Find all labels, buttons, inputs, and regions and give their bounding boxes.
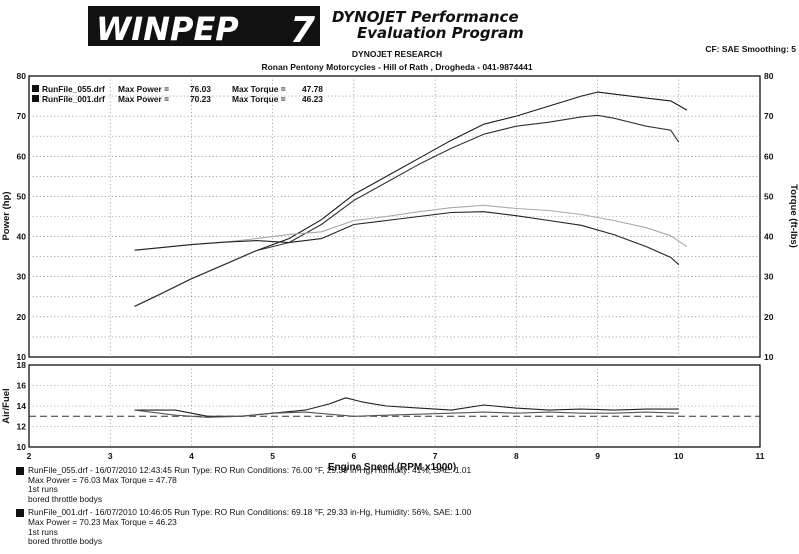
series-line-2 [134,204,688,251]
legend-run-001: RunFile_001.drf [42,94,105,104]
run-note-comment: bored throttle bodys [28,536,103,547]
airfuel-tick-label: 16 [17,381,27,391]
run-note-001: RunFile_001.drf - 16/07/2010 10:46:05 Ru… [16,508,786,546]
legend-power-label-055: Max Power = [118,84,169,94]
airfuel-grid [29,365,760,447]
power-tick-label: 20 [17,312,27,322]
legend-torque-001: 46.23 [302,94,323,104]
torque-axis-ticks: 10 20 30 40 50 60 70 80 [764,71,774,362]
logo-text: WINPEP [96,10,239,48]
torque-tick-label: 50 [764,191,774,201]
run-note-conditions: RunFile_055.drf - 16/07/2010 12:43:45 Ru… [28,465,472,475]
torque-tick-label: 20 [764,312,774,322]
run-notes: RunFile_055.drf - 16/07/2010 12:43:45 Ru… [16,465,786,551]
run-note-conditions: RunFile_001.drf - 16/07/2010 10:46:05 Ru… [28,507,472,518]
logo-mark: 7 [290,10,315,51]
rpm-tick-label: 6 [352,451,357,461]
legend-run-055: RunFile_055.drf [42,84,105,94]
power-tick-label: 80 [17,71,27,81]
airfuel-tick-label: 10 [17,442,27,452]
legend-power-001: 70.23 [190,94,211,104]
research-label: DYNOJET RESEARCH [352,49,442,59]
power-axis-ticks: 10 20 30 40 50 60 70 80 [17,71,27,362]
logo: WINPEP 7 [88,6,320,51]
rpm-tick-label: 8 [514,451,519,461]
run-note-comment: 1st runs [28,526,58,537]
legend-power-label-001: Max Power = [118,94,169,104]
program-title-line1: DYNOJET Performance [332,8,519,26]
shop-label: Ronan Pentony Motorcycles - Hill of Rath… [261,62,532,72]
torque-tick-label: 60 [764,151,774,161]
legend-swatch-run-001 [32,95,39,102]
run-note-max: Max Power = 70.23 Max Torque = 46.23 [28,516,177,527]
airfuel-axis-label: Air/Fuel [1,388,12,423]
torque-tick-label: 80 [764,71,774,81]
torque-tick-label: 70 [764,111,774,121]
run-note-comment: bored throttle bodys [28,493,103,504]
run-note-max: Max Power = 76.03 Max Torque = 47.78 [28,474,177,485]
main-series [134,91,688,307]
run-note-swatch [16,509,24,518]
rpm-tick-label: 11 [756,451,765,461]
main-plot-frame [28,75,761,358]
afr-series-line-1 [134,409,679,418]
rpm-axis-ticks: 2 3 4 5 6 7 8 9 10 11 [27,451,765,461]
power-tick-label: 70 [17,111,27,121]
run-note-055: RunFile_055.drf - 16/07/2010 12:43:45 Ru… [16,465,786,504]
torque-axis-label: Torque (ft-lbs) [788,184,799,248]
rpm-tick-label: 2 [27,451,32,461]
power-tick-label: 40 [17,232,27,242]
torque-tick-label: 40 [764,232,774,242]
airfuel-axis-ticks: 10 12 14 16 18 [17,360,27,452]
legend-swatch-run-055 [32,85,39,92]
power-tick-label: 50 [17,191,27,201]
main-grid [29,76,760,357]
airfuel-series [134,397,679,418]
run-note-swatch [16,467,24,475]
torque-tick-label: 10 [764,352,774,362]
legend: RunFile_055.drf Max Power = 76.03 Max To… [32,84,323,104]
airfuel-tick-label: 18 [17,360,27,370]
power-tick-label: 60 [17,151,27,161]
series-line-3 [134,211,680,266]
torque-tick-label: 30 [764,272,774,282]
series-line-1 [134,114,680,307]
airfuel-tick-label: 14 [17,401,27,411]
rpm-tick-label: 3 [108,451,113,461]
rpm-tick-label: 9 [595,451,600,461]
run-note-comment: 1st runs [28,484,58,495]
legend-power-055: 76.03 [190,84,211,94]
airfuel-tick-label: 12 [17,422,27,432]
program-title-line2: Evaluation Program [357,24,524,42]
rpm-tick-label: 5 [270,451,275,461]
rpm-tick-label: 4 [189,451,194,461]
series-line-0 [134,91,688,307]
settings-label: CF: SAE Smoothing: 5 [705,44,796,54]
rpm-tick-label: 7 [433,451,438,461]
rpm-axis-label: Engine Speed (RPM x1000) [328,462,456,473]
legend-torque-label-055: Max Torque = [232,84,286,94]
power-tick-label: 30 [17,272,27,282]
power-tick-label: 10 [17,352,27,362]
power-axis-label: Power (hp) [1,191,12,240]
legend-torque-label-001: Max Torque = [232,94,286,104]
legend-torque-055: 47.78 [302,84,323,94]
rpm-tick-label: 10 [674,451,684,461]
